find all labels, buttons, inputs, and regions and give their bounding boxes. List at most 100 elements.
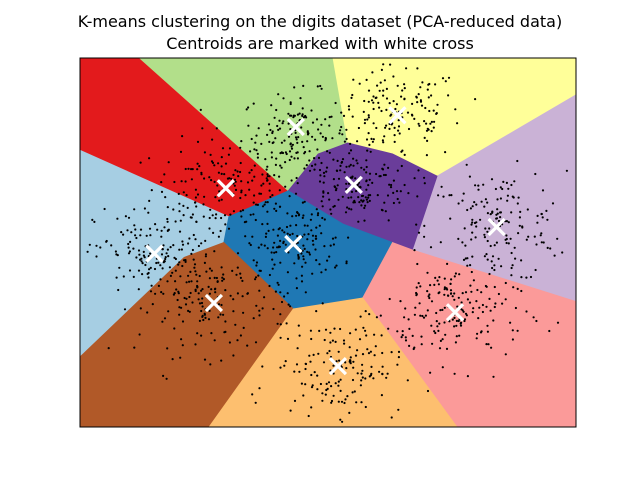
data-point	[335, 360, 338, 363]
data-point	[415, 223, 418, 226]
data-point	[375, 126, 378, 130]
data-point	[252, 102, 255, 105]
data-point	[334, 266, 337, 269]
data-point	[439, 339, 442, 342]
data-point	[219, 229, 222, 233]
data-point	[318, 263, 321, 266]
data-point	[251, 179, 254, 182]
data-point	[481, 303, 484, 307]
data-point	[390, 416, 393, 419]
data-point	[200, 242, 203, 245]
data-point	[302, 244, 305, 247]
data-point	[194, 238, 197, 241]
data-point	[505, 241, 508, 245]
data-point	[266, 175, 269, 178]
data-point	[363, 206, 366, 210]
data-point	[323, 175, 326, 178]
data-point	[227, 153, 230, 156]
data-point	[139, 228, 143, 231]
data-point	[214, 291, 217, 294]
data-point	[120, 231, 123, 234]
data-point	[366, 348, 369, 351]
data-point	[382, 63, 385, 66]
data-point	[413, 249, 416, 252]
data-point	[148, 227, 152, 230]
data-point	[307, 132, 310, 135]
data-point	[198, 165, 201, 168]
data-point	[204, 239, 207, 242]
data-point	[365, 334, 368, 337]
data-point	[160, 291, 163, 294]
data-point	[163, 173, 166, 176]
data-point	[315, 208, 318, 211]
data-point	[258, 314, 261, 317]
data-point	[477, 184, 480, 187]
data-point	[418, 302, 421, 305]
data-point	[279, 366, 282, 369]
data-point	[340, 161, 343, 164]
data-point	[166, 347, 169, 350]
data-point	[326, 150, 329, 153]
data-point	[153, 267, 157, 271]
data-point	[326, 259, 329, 262]
data-point	[341, 133, 344, 136]
data-point	[387, 166, 390, 169]
data-point	[344, 361, 347, 364]
data-point	[135, 256, 138, 259]
data-point	[310, 229, 313, 232]
data-point	[510, 183, 513, 187]
data-point	[367, 116, 370, 119]
data-point	[337, 350, 340, 353]
data-point	[556, 321, 560, 324]
data-point	[365, 171, 368, 174]
data-point	[301, 114, 304, 117]
data-point	[216, 280, 219, 283]
data-point	[167, 255, 170, 258]
data-point	[322, 171, 326, 174]
data-point	[403, 83, 406, 86]
data-point	[328, 124, 331, 127]
data-point	[540, 212, 543, 216]
data-point	[475, 225, 478, 228]
data-point	[273, 174, 276, 177]
data-point	[252, 201, 255, 204]
data-point	[220, 303, 223, 307]
data-point	[371, 140, 374, 143]
data-point	[292, 116, 295, 119]
data-point	[394, 107, 397, 111]
data-point	[381, 365, 384, 368]
data-point	[277, 128, 280, 131]
data-point	[351, 115, 354, 118]
data-point	[261, 365, 264, 368]
data-point	[334, 382, 337, 385]
data-point	[190, 280, 193, 283]
data-point	[286, 271, 289, 274]
data-point	[280, 300, 284, 304]
data-point	[486, 239, 489, 243]
data-point	[268, 182, 271, 185]
data-point	[195, 205, 198, 208]
data-point	[241, 279, 244, 282]
data-point	[453, 316, 456, 319]
data-point	[464, 244, 467, 247]
data-point	[272, 307, 275, 311]
data-point	[139, 307, 142, 310]
data-point	[266, 210, 269, 213]
data-point	[285, 225, 289, 229]
data-point	[307, 414, 310, 418]
data-point	[390, 183, 393, 187]
data-point	[372, 95, 375, 98]
data-point	[325, 388, 328, 392]
data-point	[417, 282, 420, 285]
data-point	[313, 371, 316, 374]
data-point	[385, 108, 388, 111]
data-point	[126, 229, 129, 232]
data-point	[309, 329, 312, 332]
data-point	[354, 354, 358, 357]
data-point	[465, 314, 468, 317]
data-point	[335, 187, 338, 190]
data-point	[471, 205, 474, 208]
data-point	[348, 360, 351, 363]
data-point	[340, 125, 343, 129]
